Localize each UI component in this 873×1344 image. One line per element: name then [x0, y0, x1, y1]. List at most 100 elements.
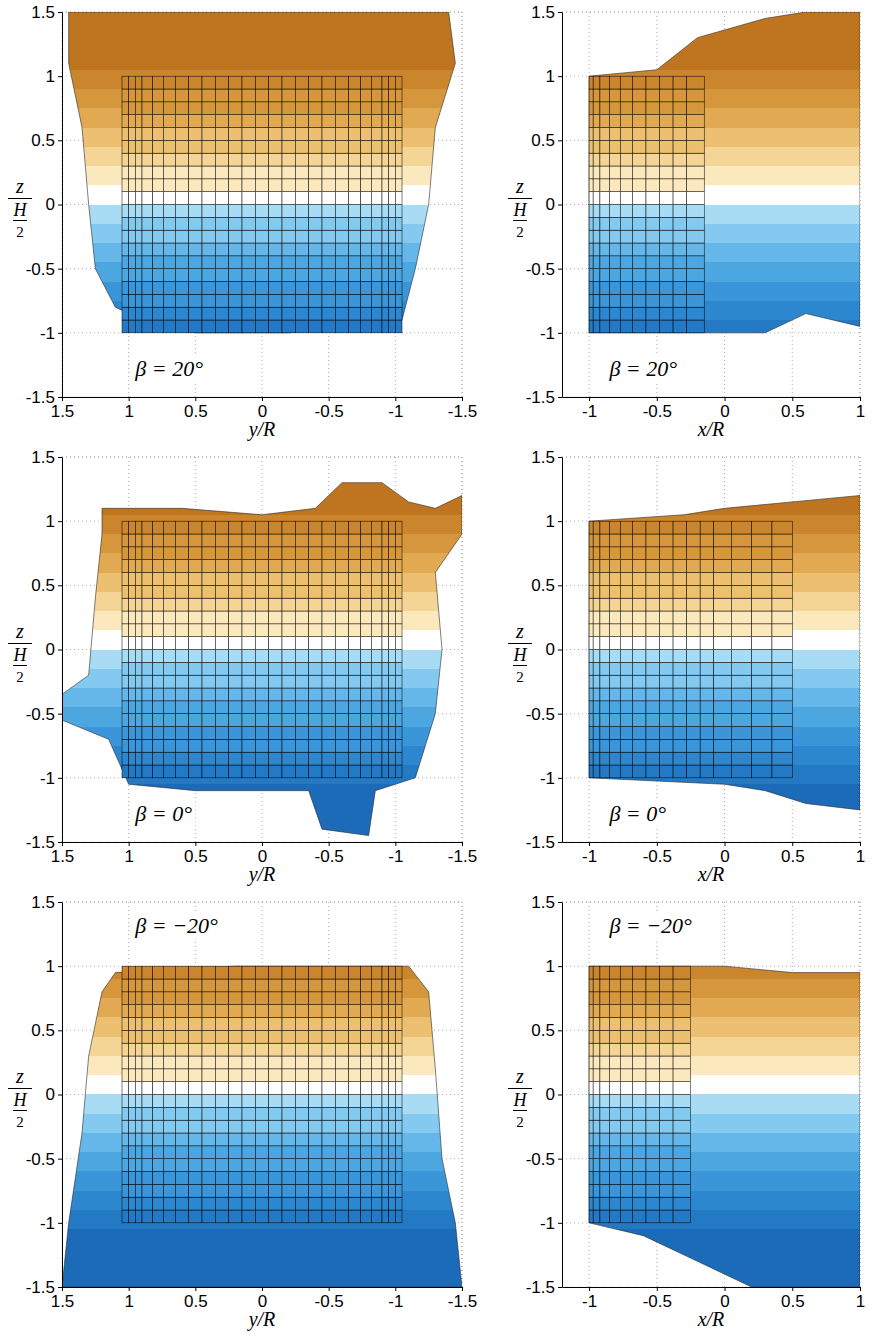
surface-cell	[189, 269, 202, 282]
surface-cell	[135, 637, 142, 650]
surface-cell	[189, 1197, 202, 1210]
surface-cell	[215, 560, 228, 573]
surface-cell	[242, 624, 255, 637]
surface-cell	[349, 714, 361, 727]
surface-cell	[600, 128, 609, 141]
surface-cell	[309, 752, 322, 765]
frame-right	[462, 12, 463, 397]
surface-cell	[322, 256, 335, 269]
surface-cell	[395, 217, 402, 230]
surface-cell	[309, 166, 322, 179]
y-tick-mark	[58, 585, 62, 586]
surface-cell	[335, 547, 348, 560]
surface-cell	[153, 1172, 164, 1185]
surface-cell	[335, 166, 348, 179]
surface-cell	[687, 217, 705, 230]
y-tick-label: 1	[546, 512, 555, 531]
surface-cell	[282, 128, 295, 141]
surface-cell	[122, 573, 129, 586]
surface-cell	[122, 714, 129, 727]
surface-cell	[632, 611, 646, 624]
surface-cell	[371, 573, 382, 586]
surface-cell	[371, 1184, 382, 1197]
surface-cell	[620, 598, 632, 611]
surface-cell	[687, 179, 705, 192]
y-tick: -0.5	[26, 705, 62, 724]
surface-cell	[202, 1172, 215, 1185]
surface-cell	[371, 624, 382, 637]
surface-cell	[593, 230, 600, 243]
surface-cell	[269, 1146, 282, 1159]
surface-cell	[282, 230, 295, 243]
y-tick-label: 1.5	[531, 3, 555, 22]
surface-cell	[371, 650, 382, 663]
grid	[62, 457, 462, 842]
surface-cell	[215, 739, 228, 752]
surface-cell	[395, 294, 402, 307]
y-tick-label: 0.5	[531, 576, 555, 595]
surface-cell	[620, 307, 632, 320]
surface-cell	[646, 128, 660, 141]
surface-cell	[632, 662, 646, 675]
surface-cell	[371, 102, 382, 115]
surface-cell	[215, 294, 228, 307]
x-axis-title: x/R	[697, 418, 725, 440]
surface-cell	[255, 76, 268, 89]
surface-cell	[322, 714, 335, 727]
surface-cell	[282, 1172, 295, 1185]
y-tick: 1.5	[531, 448, 562, 467]
surface-cell	[589, 115, 593, 128]
surface-cell	[322, 1197, 335, 1210]
surface-cell	[175, 140, 188, 153]
surface-cell	[322, 1210, 335, 1223]
surface-cell	[687, 585, 701, 598]
surface-cell	[175, 701, 188, 714]
y-axis-title: zH2	[8, 620, 32, 685]
surface-cell	[600, 624, 609, 637]
surface-cell	[700, 662, 714, 675]
surface-cell	[309, 1159, 322, 1172]
surface-cell	[255, 573, 268, 586]
surface-cell	[335, 76, 348, 89]
surface-cell	[153, 650, 164, 663]
surface-cell	[335, 624, 348, 637]
surface-cell	[361, 179, 372, 192]
surface-cell	[295, 115, 308, 128]
surface-cell	[142, 701, 153, 714]
surface-cell	[335, 560, 348, 573]
surface-cell	[361, 752, 372, 765]
surface-cell	[589, 573, 593, 586]
surface-cell	[700, 650, 714, 663]
y-title-numerator: z	[515, 620, 524, 642]
y-tick: 1.5	[31, 448, 62, 467]
surface-cell	[153, 611, 164, 624]
surface-cell	[189, 282, 202, 295]
surface-cell	[371, 89, 382, 102]
surface-cell	[202, 307, 215, 320]
surface-cell	[382, 320, 389, 333]
surface-cell	[382, 217, 389, 230]
surface-cell	[255, 585, 268, 598]
surface-cell	[395, 115, 402, 128]
y-tick-label: 1.5	[31, 3, 55, 22]
surface-cell	[163, 739, 175, 752]
surface-cell	[589, 598, 593, 611]
surface-cell	[269, 1197, 282, 1210]
surface-cell	[215, 662, 228, 675]
surface-cell	[646, 307, 660, 320]
surface-cell	[349, 76, 361, 89]
surface-cell	[202, 598, 215, 611]
surface-cell	[295, 89, 308, 102]
surface-cell	[632, 205, 646, 218]
surface-cell	[269, 217, 282, 230]
surface-cell	[593, 624, 600, 637]
surface-cell	[242, 547, 255, 560]
surface-cell	[269, 1210, 282, 1223]
surface-cell	[269, 521, 282, 534]
surface-cell	[175, 269, 188, 282]
surface-cell	[660, 115, 674, 128]
surface-cell	[620, 153, 632, 166]
x-tick-mark	[462, 397, 463, 401]
surface-cell	[255, 140, 268, 153]
surface-cell	[282, 547, 295, 560]
